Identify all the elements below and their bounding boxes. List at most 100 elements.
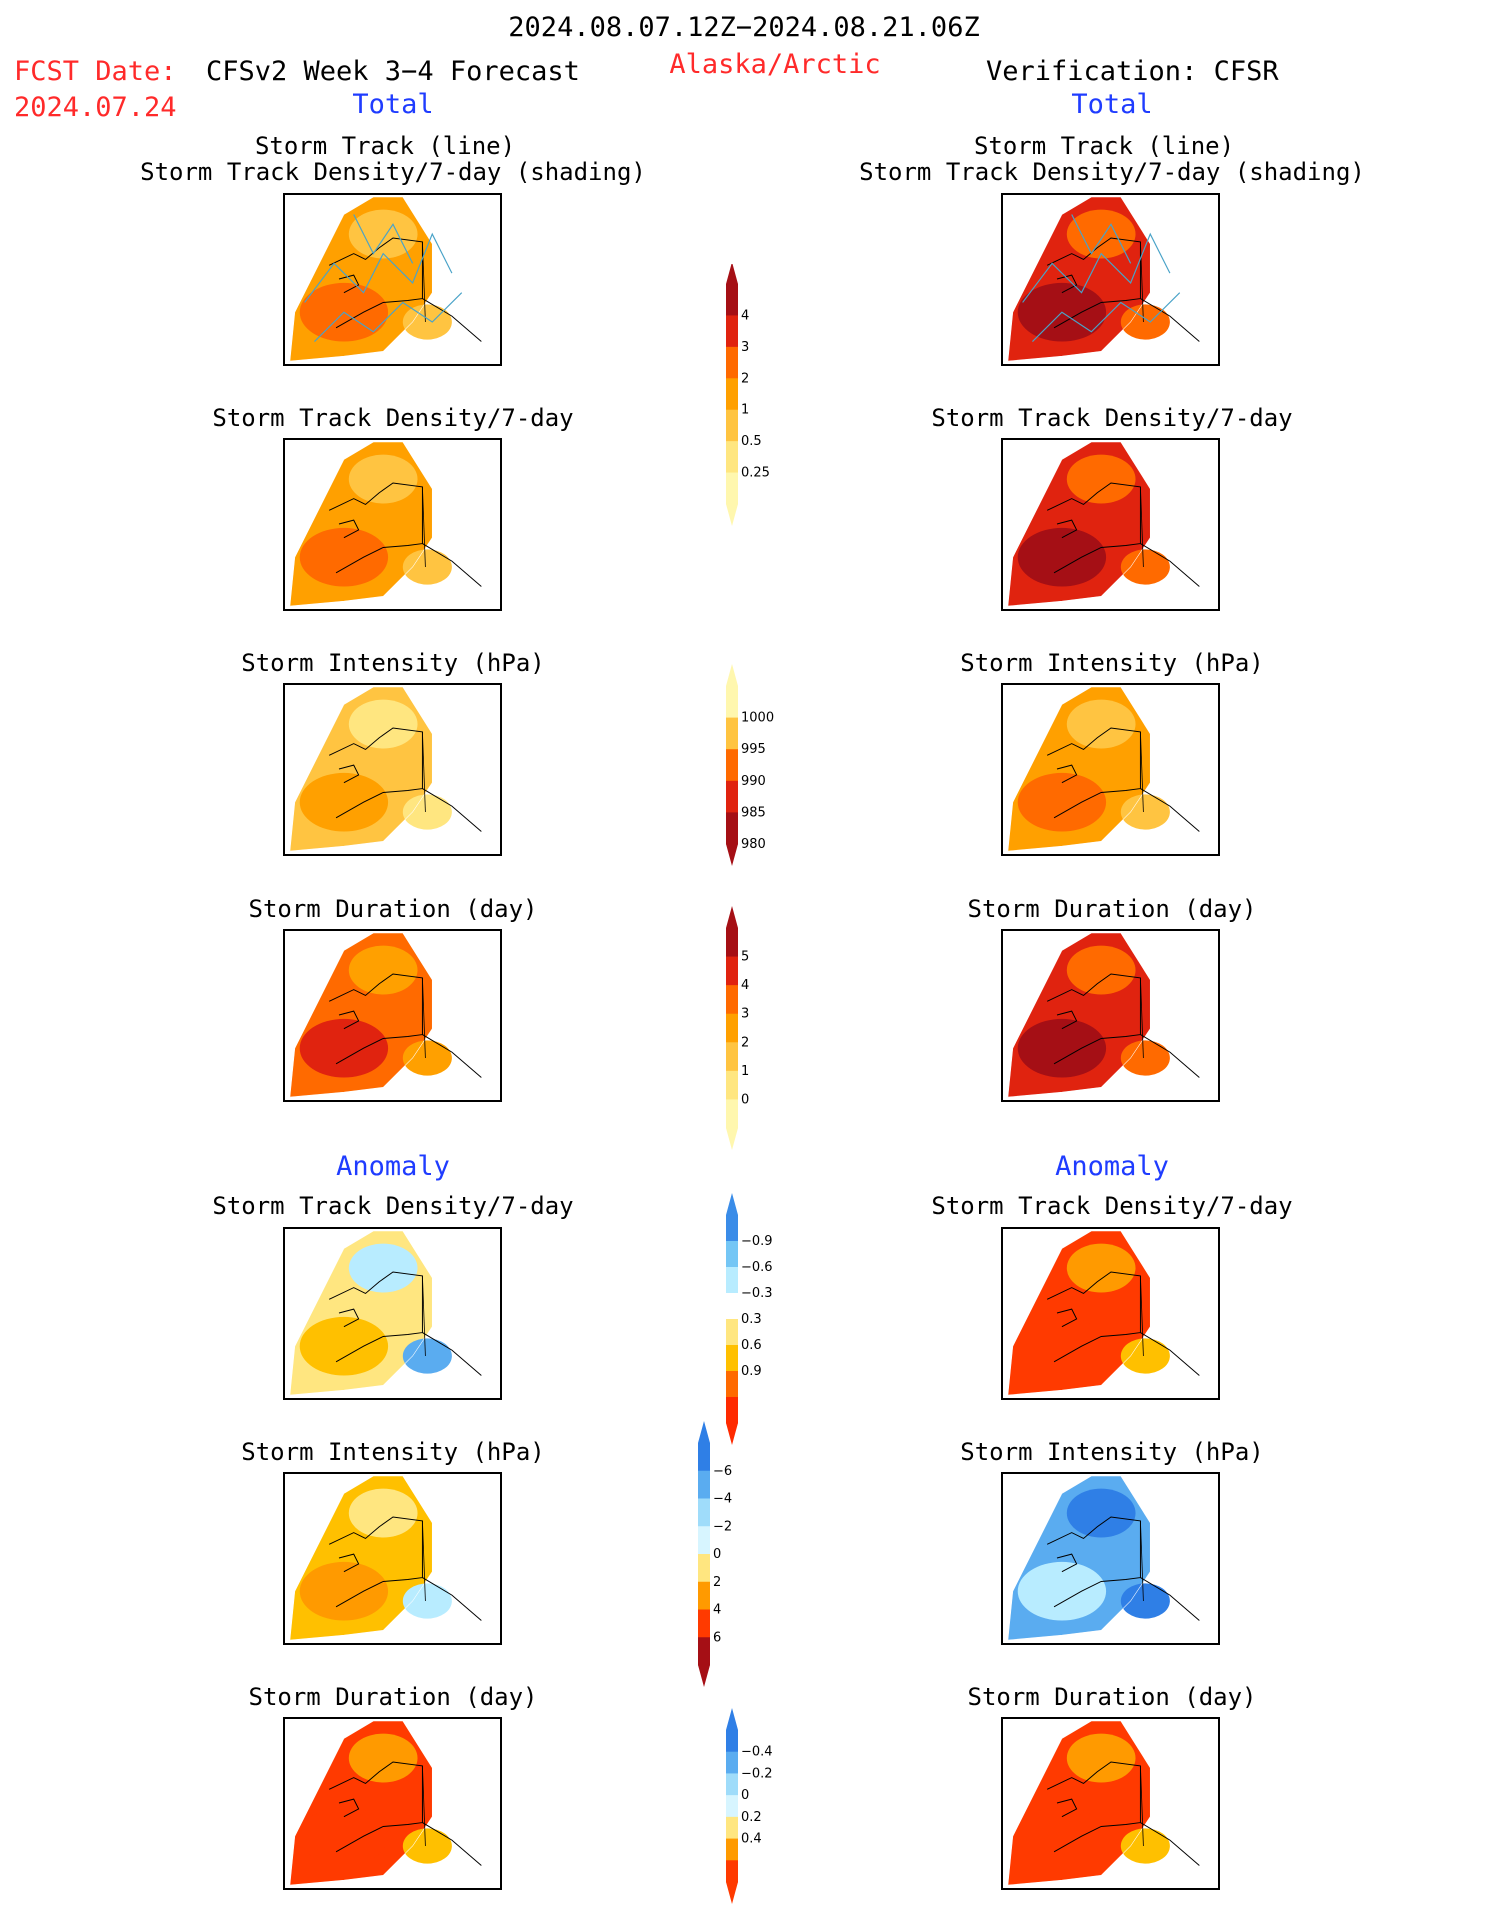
field-blob-se <box>1120 794 1170 830</box>
coastline <box>328 482 482 587</box>
field-blob-sw <box>299 527 389 587</box>
map-panel-ob-duration <box>1001 929 1220 1102</box>
cbar-segment <box>726 441 738 474</box>
field-edge <box>1007 1230 1151 1396</box>
cbar-tick-label: 0.6 <box>741 1338 762 1353</box>
left-anomaly-label: Anomaly <box>336 1151 450 1182</box>
map-panel-ob-density <box>1001 438 1220 611</box>
coastline <box>1046 973 1200 1078</box>
border-line <box>422 1765 426 1847</box>
panel-title-ob-anom-intensity: Storm Intensity (hPa) <box>960 1438 1264 1466</box>
field-blob-n <box>348 209 418 259</box>
cbar-tick-label: −6 <box>713 1464 732 1479</box>
coastline <box>328 237 482 342</box>
right-subtitle-total: Total <box>1071 89 1153 120</box>
cbar-segment <box>726 1099 738 1129</box>
map-svg <box>1007 932 1200 1098</box>
panel-title-ob-track-1: Storm Track (line) <box>973 132 1235 160</box>
border-line <box>1140 731 1144 813</box>
panel-title-ob-anom-density: Storm Track Density/7-day <box>931 1192 1293 1220</box>
map-svg <box>289 441 482 607</box>
border-line <box>1140 1275 1144 1357</box>
storm-track-lines <box>304 214 463 342</box>
field-blob-se <box>402 549 452 585</box>
field-blob-n <box>1066 699 1136 749</box>
map-panel-ob-anom-duration <box>1001 1717 1220 1890</box>
verification-title: Verification: CFSR <box>986 56 1279 87</box>
field-blob-n <box>1066 1243 1136 1293</box>
field-edge <box>1007 196 1151 362</box>
cbar-segment <box>726 346 738 379</box>
panel-title-fc-track-2: Storm Track Density/7-day (shading) <box>140 158 646 186</box>
cbar-tick-label: 3 <box>741 340 749 355</box>
cbar-segment <box>726 1070 738 1100</box>
cbar-segment <box>698 1498 710 1527</box>
cbar-segment <box>726 315 738 348</box>
border-line <box>1140 486 1144 568</box>
field-edge <box>1007 932 1151 1098</box>
cbar-segment <box>726 378 738 411</box>
coastline <box>328 1761 482 1866</box>
cbar-segment <box>726 472 738 505</box>
colorbar-anom-duration: −0.4 −0.2 0 0.2 0.4 <box>726 1708 773 1904</box>
border-line <box>1140 1520 1144 1602</box>
field-blob-se <box>1120 1828 1170 1864</box>
border-line <box>422 1275 426 1357</box>
cbar-tick-label: 5 <box>741 950 749 965</box>
field-blob-n <box>1066 1488 1136 1538</box>
map-svg <box>1007 686 1200 852</box>
field-blob-sw <box>299 1806 389 1866</box>
cbar-tick-label: −0.3 <box>741 1286 773 1301</box>
cbar-segment <box>726 1013 738 1043</box>
cbar-segment <box>726 1397 738 1424</box>
cbar-segment <box>726 749 738 782</box>
map-svg <box>289 1475 482 1641</box>
map-panel-ob-intensity <box>1001 683 1220 856</box>
panel-title-ob-anom-duration: Storm Duration (day) <box>967 1683 1257 1711</box>
panel-title-fc-anom-intensity: Storm Intensity (hPa) <box>241 1438 545 1466</box>
cbar-segment <box>726 1345 738 1372</box>
field-blob-se <box>402 794 452 830</box>
cbar-arrow-bottom <box>726 1128 738 1150</box>
field-blob-se <box>1120 1338 1170 1374</box>
cbar-segment <box>726 780 738 813</box>
border-line <box>422 731 426 813</box>
cbar-arrow-bottom <box>726 504 738 526</box>
border-line <box>1140 241 1144 323</box>
field-edge <box>1007 1475 1151 1641</box>
cbar-segment <box>726 686 738 719</box>
map-panel-ob-anom-intensity <box>1001 1472 1220 1645</box>
field-blob-se <box>1120 1583 1170 1619</box>
field-blob-sw <box>1017 1806 1107 1866</box>
map-panel-ob-anom-density <box>1001 1227 1220 1400</box>
map-svg <box>289 1720 482 1886</box>
cbar-tick-label: 0.2 <box>741 1810 762 1825</box>
cbar-segment <box>698 1609 710 1638</box>
cbar-arrow-bottom <box>698 1665 710 1687</box>
panel-title-ob-density: Storm Track Density/7-day <box>931 404 1293 432</box>
colorbar-intensity: 1000 995 990 985 980 <box>726 664 774 866</box>
cbar-segment <box>726 1241 738 1268</box>
field-edge <box>289 441 433 607</box>
field-blob-se <box>402 304 452 340</box>
cbar-segment <box>726 1293 738 1320</box>
panel-title-fc-duration: Storm Duration (day) <box>248 895 538 923</box>
panel-title-fc-anom-duration: Storm Duration (day) <box>248 1683 538 1711</box>
cbar-segment <box>726 1319 738 1346</box>
cbar-segment <box>726 1838 738 1861</box>
cbar-segment <box>726 928 738 958</box>
coastline <box>1046 482 1200 587</box>
cbar-segment <box>698 1470 710 1499</box>
field-blob-n <box>348 1488 418 1538</box>
field-blob-sw <box>299 772 389 832</box>
field-edge <box>1007 441 1151 607</box>
field-blob-n <box>1066 454 1136 504</box>
panel-title-ob-duration: Storm Duration (day) <box>967 895 1257 923</box>
map-svg <box>1007 1230 1200 1396</box>
colorbar-density: 4 3 2 1 0.5 0.25 <box>726 264 770 526</box>
cbar-tick-label: 4 <box>741 308 749 323</box>
cbar-arrow-top <box>726 264 738 284</box>
map-panel-fc-density <box>283 438 502 611</box>
cbar-tick-label: −0.4 <box>741 1745 773 1760</box>
coastline <box>1046 1761 1200 1866</box>
